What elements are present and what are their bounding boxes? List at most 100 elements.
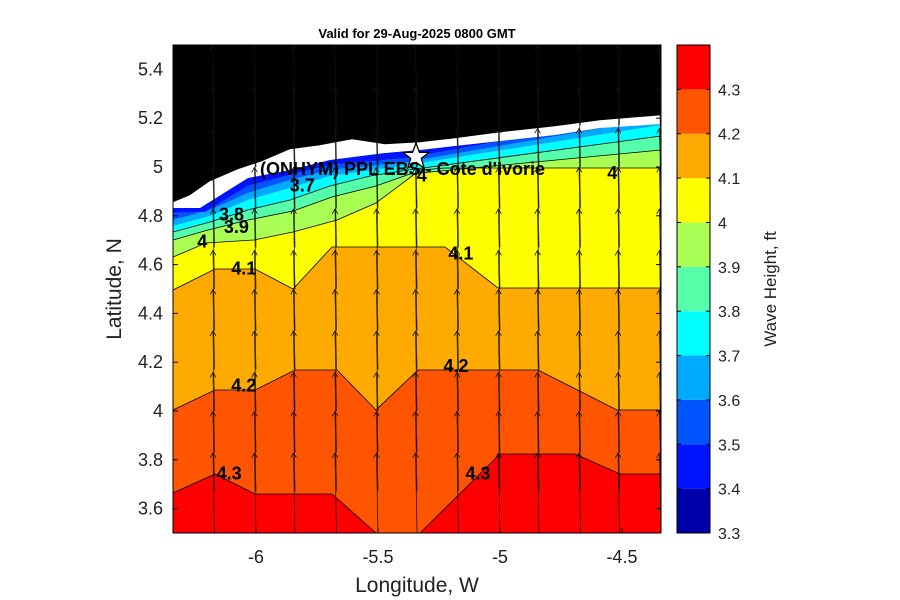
- wave-vector-arrow: [498, 290, 500, 370]
- y-tick-label: 3.8: [138, 450, 163, 470]
- colorbar-swatch: [677, 222, 710, 267]
- wave-vector-arrow: [538, 128, 540, 209]
- wave-vector-arrow: [498, 331, 500, 412]
- wave-vector-arrow: [538, 331, 540, 412]
- wave-vector-arrow: [254, 46, 256, 126]
- wave-vector-arrow: [376, 46, 378, 126]
- wave-vector-arrow: [416, 250, 418, 331]
- wave-vector-arrow: [213, 412, 215, 492]
- contour-label: 4: [197, 232, 207, 252]
- wave-vector-arrow: [254, 372, 256, 453]
- wave-vector-arrow: [579, 128, 581, 209]
- contour-label: 4.1: [448, 244, 473, 264]
- wave-vector-arrow: [618, 128, 620, 209]
- wave-vector-arrow: [294, 331, 296, 412]
- wave-vector-arrow: [254, 412, 256, 492]
- wave-vector-arrow: [335, 250, 337, 331]
- wave-vector-arrow: [457, 87, 459, 168]
- wave-vector-arrow: [538, 372, 540, 453]
- chart-title: Valid for 29-Aug-2025 0800 GMT: [318, 26, 515, 41]
- wave-vector-arrow: [213, 453, 215, 533]
- wave-vector-arrow: [579, 453, 581, 533]
- wave-vector-arrow: [335, 87, 337, 168]
- colorbar-swatch: [677, 178, 710, 223]
- plot-frame: [172, 44, 662, 534]
- wave-vector-arrow: [457, 168, 459, 248]
- colorbar-swatch: [677, 399, 710, 445]
- x-tick-label: -6: [248, 547, 264, 567]
- colorbar-tick-label: 3.6: [718, 393, 740, 410]
- y-axis-label: Latitude, N: [103, 238, 126, 340]
- wave-vector-arrow: [538, 453, 540, 533]
- y-axis: 3.6 3.8 4 4.2 4.4 4.6 4.8 5 5.2 5.4: [138, 59, 661, 519]
- wave-vector-arrow: [335, 168, 337, 248]
- colorbar-swatch: [677, 311, 710, 356]
- colorbar-tick-label: 4.3: [718, 82, 740, 99]
- wave-vector-arrow: [538, 87, 540, 168]
- wave-vector-arrow: [213, 372, 215, 453]
- wave-vector-arrow: [416, 453, 418, 533]
- wave-vector-arrow: [416, 290, 418, 370]
- wave-vector-arrow: [457, 453, 459, 533]
- wave-vector-arrow: [618, 87, 620, 168]
- wave-vector-arrow: [294, 46, 296, 126]
- wave-vector-arrow: [618, 209, 620, 290]
- wave-vector-arrow: [416, 168, 418, 248]
- band-4.3: [173, 474, 376, 533]
- colorbar-swatch: [677, 444, 710, 489]
- x-tick-label: -4.5: [606, 547, 637, 567]
- wave-vector-arrow: [579, 250, 581, 331]
- colorbar-tick-label: 3.7: [718, 349, 740, 366]
- wave-vector-arrow: [376, 250, 378, 331]
- wave-vector-arrow: [457, 372, 459, 453]
- wave-vector-arrow: [213, 128, 215, 209]
- wave-vector-arrow: [579, 209, 581, 290]
- contour-label: 4: [607, 163, 617, 183]
- wave-vector-arrow: [618, 46, 620, 126]
- contour-label: 4.3: [217, 463, 242, 483]
- wave-vector-arrow: [579, 372, 581, 453]
- x-axis: -6 -5.5 -5 -4.5: [248, 45, 637, 567]
- wave-vector-arrow: [538, 168, 540, 248]
- wave-vector-arrow: [416, 331, 418, 412]
- x-tick-label: -5: [492, 547, 508, 567]
- wave-vector-arrow: [618, 372, 620, 453]
- wave-vector-arrow: [416, 412, 418, 492]
- colorbar: 3.3 3.4 3.5 3.6 3.7 3.8 3.9 4 4.1 4.2 4.3: [677, 45, 740, 543]
- contour-label: 4.3: [465, 463, 490, 483]
- wave-vector-arrow: [294, 412, 296, 492]
- wave-vector-arrow: [376, 290, 378, 370]
- wave-vector-arrow: [498, 168, 500, 248]
- contour-label: 3.7: [290, 175, 315, 195]
- wave-vector-arrow: [416, 46, 418, 126]
- contour-label: 4: [417, 166, 427, 186]
- wave-vector-arrow: [457, 331, 459, 412]
- wave-vector-arrow: [376, 331, 378, 412]
- wave-vector-arrow: [498, 453, 500, 533]
- colorbar-frame: [676, 44, 711, 534]
- plot-area: [173, 45, 661, 533]
- wave-vector-arrow: [213, 290, 215, 370]
- colorbar-tick-label: 3.3: [718, 526, 740, 543]
- band-3.5: [173, 112, 661, 220]
- wave-vector-arrow: [335, 209, 337, 290]
- wave-vector-arrow: [254, 250, 256, 331]
- contour-labels: 3.7 3.83.9 4 4.1 4.1 4.2 4.2 4.3 4.3 4 4: [197, 163, 617, 483]
- wave-vector-arrow: [254, 290, 256, 370]
- wave-vector-arrow: [376, 453, 378, 533]
- wave-vector-arrow: [213, 209, 215, 290]
- wave-vector-arrow: [335, 331, 337, 412]
- wave-vector-arrow: [335, 453, 337, 533]
- contour-label: 4.1: [231, 258, 256, 278]
- colorbar-tick-label: 3.8: [718, 304, 740, 321]
- wave-vector-arrow: [498, 128, 500, 209]
- wave-vector-arrow: [457, 290, 459, 370]
- wave-vector-arrow: [213, 168, 215, 248]
- colorbar-tick-label: 4: [718, 215, 727, 232]
- wave-vector-arrow: [376, 168, 378, 248]
- wave-vector-arrow: [498, 87, 500, 168]
- wave-vector-arrow: [538, 250, 540, 331]
- wave-vector-arrow: [457, 128, 459, 209]
- wave-vector-arrow: [457, 250, 459, 331]
- wave-vector-arrow: [294, 87, 296, 168]
